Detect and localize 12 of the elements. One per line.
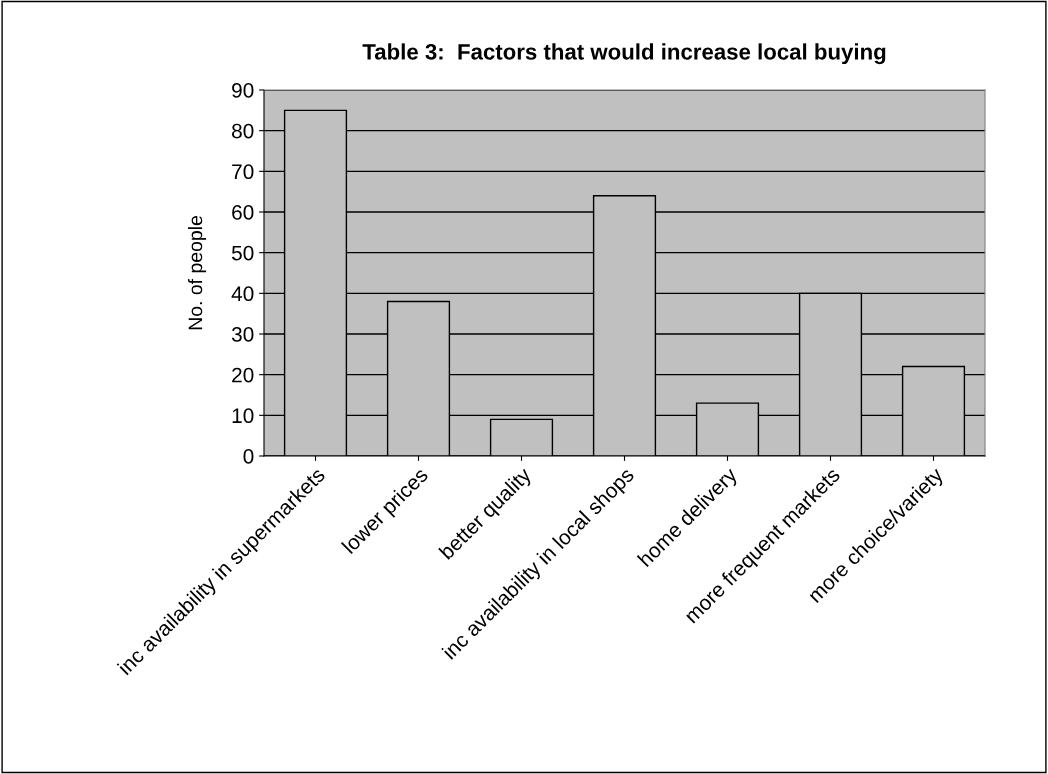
y-tick-label: 80 xyxy=(232,123,254,139)
y-tick-label: 20 xyxy=(232,367,254,383)
y-tick-label: 10 xyxy=(232,408,254,424)
y-axis-title: No. of people xyxy=(187,216,207,330)
y-tick-label: 90 xyxy=(232,83,254,98)
chart-title: Table 3: Factors that would increase local buying xyxy=(362,43,886,65)
y-tick-label: 60 xyxy=(232,205,254,220)
y-tick-label: 50 xyxy=(231,245,254,261)
y-tick-label: 30 xyxy=(231,327,254,342)
y-tick-label: 70 xyxy=(232,164,254,180)
y-tick-label: 0 xyxy=(243,449,254,464)
y-tick-label: 40 xyxy=(231,286,254,302)
